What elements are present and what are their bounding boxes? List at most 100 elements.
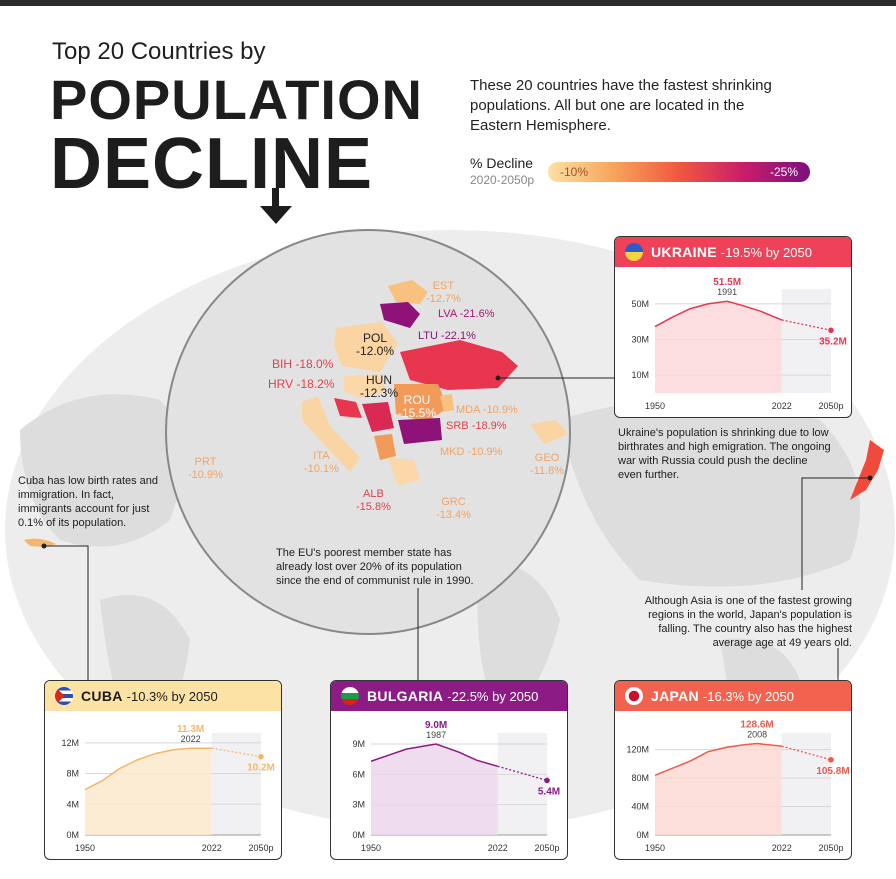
cuba-shape [24,538,56,547]
end-value-label: 5.4M [538,786,560,797]
y-tick-label: 120M [626,745,649,755]
map-label-value: -18.0% [295,357,334,371]
map-label-ita: ITA -10.1% [304,450,339,476]
x-tick-label: 2050p [248,843,273,853]
map-label-value: -18.2% [296,377,335,391]
card-header: CUBA -10.3% by 2050 [45,681,281,711]
map-label-code: GRC [441,496,466,508]
map-label-value: -12.7% [426,293,461,305]
ukraine-chart-card: UKRAINE -19.5% by 2050 10M 30M 50M 35.2M 51.… [614,236,852,418]
x-tick-label: 2050p [818,843,843,853]
y-tick-label: 50M [631,299,649,309]
x-tick-label: 2022 [488,843,508,853]
y-tick-label: 30M [631,335,649,345]
bulgaria-chart-card: BULGARIA -22.5% by 2050 0M 3M 6M 9M 5.4M 9.0M… [330,680,568,860]
continent-shapes [20,394,860,760]
peak-value-label: 9.0M [425,720,447,731]
map-label-code: GEO [534,452,560,464]
map-label-code: LTU [418,330,438,342]
end-point [828,327,834,334]
map-label-geo: GEO -11.8% [530,452,564,478]
end-value-label: 35.2M [819,336,847,347]
peak-year-label: 1991 [717,287,737,297]
map-label-lva: LVA -21.6% [438,308,494,321]
area-fill [85,748,212,835]
y-tick-label: 3M [352,800,365,810]
x-tick-label: 1950 [645,401,665,411]
y-tick-label: 0M [636,830,649,840]
x-tick-label: 1950 [75,843,95,853]
map-label-code: POL [363,331,388,345]
country-shapes [302,280,568,486]
projection-shade [781,733,831,835]
map-label-value: -15.8% [356,501,391,513]
projection-line [211,747,262,758]
peak-value-label: 51.5M [713,277,741,288]
projection-shade [211,733,261,835]
map-label-code: HRV [268,377,294,391]
note-cuba: Cuba has low birth rates and immigration… [18,475,159,529]
note-ukraine: Ukraine's population is shrinking due to… [618,427,831,481]
map-label-mkd: MKD -10.9% [440,446,502,459]
map-label-value: -15.5% [398,406,437,420]
ukraine-flag-icon [625,243,643,261]
end-point [828,756,834,763]
map-label-value: -12.3% [360,386,399,400]
y-tick-label: 80M [631,773,649,783]
map-label-value: -11.8% [530,465,565,477]
bulgaria-flag-icon [341,687,359,705]
map-label-mda: MDA -10.9% [456,404,518,417]
map-label-value: -21.6% [459,308,495,320]
card-suffix: -16.3% by 2050 [702,688,794,704]
y-tick-label: 9M [352,739,365,749]
y-tick-label: 12M [61,738,79,748]
map-label-code: SRB [446,420,469,432]
legend-max-label: -25% [769,165,798,179]
x-tick-label: 2022 [202,843,222,853]
map-label-value: -22.1% [441,330,476,342]
legend-subtitle: 2020-2050p [470,173,535,187]
map-label-value: -13.4% [436,509,471,521]
x-tick-label: 1950 [645,843,665,853]
peak-year-label: 2008 [747,730,767,740]
peak-year-label: 2022 [181,734,201,744]
map-label-code: BIH [272,357,293,371]
down-arrow-icon [260,188,292,224]
y-tick-label: 8M [66,769,79,779]
cuba-chart-card: CUBA -10.3% by 2050 0M 4M 8M 12M 10.2M 11.3M 2… [44,680,282,860]
note-japan: Although Asia is one of the fastest grow… [644,595,852,649]
legend-title: % Decline [470,155,534,171]
map-label-value: -18.9% [471,420,507,432]
cuba-flag-icon [55,687,73,705]
projection-line [781,319,832,331]
map-label-value: -10.9% [188,469,223,481]
map-label-alb: ALB -15.8% [356,488,391,514]
area-fill [371,744,498,835]
end-point [258,753,264,760]
card-suffix: -19.5% by 2050 [720,244,812,260]
title-line-3: DECLINE [50,124,374,204]
map-label-srb: SRB -18.9% [446,420,507,433]
peak-value-label: 11.3M [177,724,204,735]
card-suffix: -22.5% by 2050 [447,688,539,704]
series-line [370,743,498,768]
y-tick-label: 0M [352,830,365,840]
map-label-pol: POL -12.0% [356,332,394,358]
legend-min-label: -10% [560,165,589,179]
card-header: JAPAN -16.3% by 2050 [615,681,851,711]
card-header: UKRAINE -19.5% by 2050 [615,237,851,267]
card-header: BULGARIA -22.5% by 2050 [331,681,567,711]
end-value-label: 105.8M [816,766,849,777]
map-label-value: -10.9% [467,446,503,458]
area-fill [655,301,782,393]
map-label-code: PRT [194,456,217,468]
map-label-code: HUN [366,373,393,387]
intro-text: These 20 countries have the fastest shri… [470,77,772,134]
y-tick-label: 6M [352,769,365,779]
series-line [84,747,212,791]
